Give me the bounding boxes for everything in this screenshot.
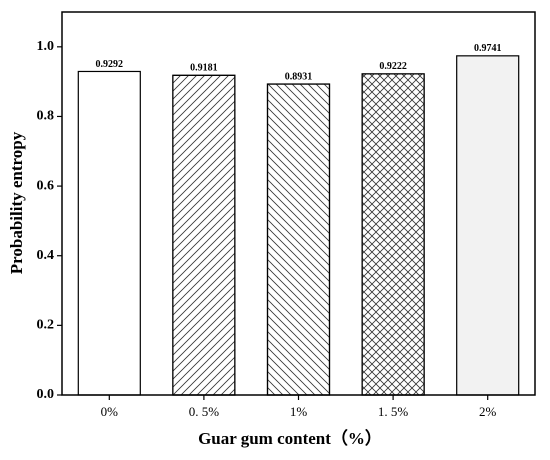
x-axis-label: Guar gum content（%） <box>198 428 382 448</box>
y-tick-label: 0.8 <box>37 109 55 124</box>
bar <box>77 70 141 396</box>
value-label: 0.9741 <box>474 43 502 54</box>
bar-pattern <box>172 74 236 396</box>
x-tick-label: 0% <box>101 404 119 419</box>
value-label: 0.8931 <box>285 71 313 82</box>
bar-pattern <box>266 83 331 396</box>
x-tick-label: 1% <box>290 404 308 419</box>
y-tick-label: 0.4 <box>37 248 55 263</box>
x-tick-label: 1. 5% <box>378 404 409 419</box>
plot-frame <box>61 11 536 396</box>
y-tick-label: 0.6 <box>37 178 55 193</box>
value-label: 0.9222 <box>379 61 407 72</box>
bar <box>456 55 520 396</box>
value-label: 0.9181 <box>190 63 218 74</box>
y-tick-label: 1.0 <box>37 39 55 54</box>
bar-pattern <box>361 73 425 396</box>
y-tick-label: 0.0 <box>37 387 55 402</box>
x-tick-label: 0. 5% <box>189 404 220 419</box>
x-tick-label: 2% <box>479 404 497 419</box>
value-label: 0.9292 <box>96 59 124 70</box>
y-tick-label: 0.2 <box>37 318 55 333</box>
y-axis-label: Probability entropy <box>7 131 26 274</box>
